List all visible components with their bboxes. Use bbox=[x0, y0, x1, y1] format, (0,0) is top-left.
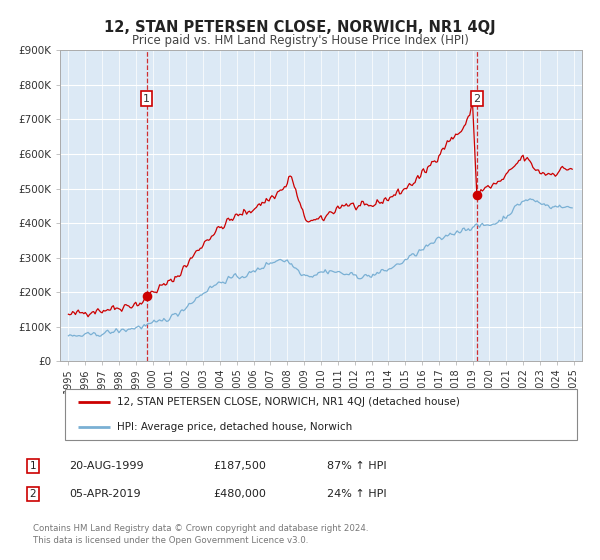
Text: 24% ↑ HPI: 24% ↑ HPI bbox=[327, 489, 386, 499]
Text: 87% ↑ HPI: 87% ↑ HPI bbox=[327, 461, 386, 471]
Text: Price paid vs. HM Land Registry's House Price Index (HPI): Price paid vs. HM Land Registry's House … bbox=[131, 34, 469, 46]
Text: 2: 2 bbox=[473, 94, 481, 104]
Text: 1: 1 bbox=[29, 461, 37, 471]
Text: 12, STAN PETERSEN CLOSE, NORWICH, NR1 4QJ (detached house): 12, STAN PETERSEN CLOSE, NORWICH, NR1 4Q… bbox=[118, 397, 460, 407]
Text: £187,500: £187,500 bbox=[213, 461, 266, 471]
Point bbox=[472, 191, 482, 200]
Point bbox=[142, 292, 151, 301]
Text: £480,000: £480,000 bbox=[213, 489, 266, 499]
Text: 05-APR-2019: 05-APR-2019 bbox=[69, 489, 140, 499]
Text: 20-AUG-1999: 20-AUG-1999 bbox=[69, 461, 143, 471]
Text: Contains HM Land Registry data © Crown copyright and database right 2024.
This d: Contains HM Land Registry data © Crown c… bbox=[33, 524, 368, 545]
Text: HPI: Average price, detached house, Norwich: HPI: Average price, detached house, Norw… bbox=[118, 422, 353, 432]
Text: 2: 2 bbox=[29, 489, 37, 499]
Text: 1: 1 bbox=[143, 94, 150, 104]
FancyBboxPatch shape bbox=[65, 389, 577, 440]
Text: 12, STAN PETERSEN CLOSE, NORWICH, NR1 4QJ: 12, STAN PETERSEN CLOSE, NORWICH, NR1 4Q… bbox=[104, 20, 496, 35]
